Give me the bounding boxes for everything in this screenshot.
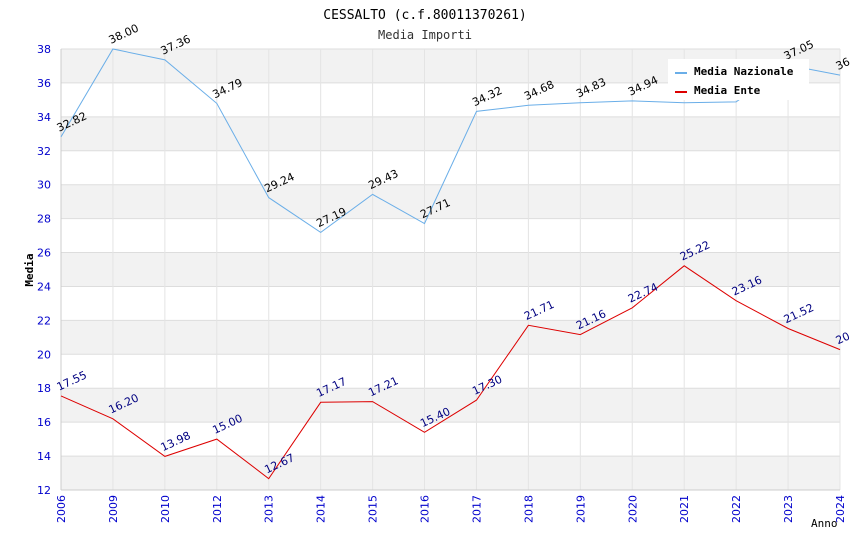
chart-subtitle: Media Importi xyxy=(378,28,472,42)
x-tick-label: 2014 xyxy=(315,495,328,523)
y-tick-label: 20 xyxy=(37,348,51,361)
y-axis-label: Media xyxy=(23,253,36,286)
legend: Media Nazionale Media Ente xyxy=(668,59,809,100)
x-axis-ticks: 2006 2009 2010 2012 2013 2014 2015 2016 2017 2018… xyxy=(55,495,847,523)
band xyxy=(61,184,840,219)
y-tick-label: 16 xyxy=(37,416,51,429)
y-tick-label: 28 xyxy=(37,213,51,226)
x-tick-label: 2006 xyxy=(55,495,68,523)
x-tick-label: 2023 xyxy=(782,495,795,523)
x-tick-label: 2019 xyxy=(574,495,587,523)
y-axis-ticks: 12 14 16 18 20 22 24 26 28 30 32 34 36 38 xyxy=(37,43,51,497)
x-tick-label: 2009 xyxy=(107,495,120,523)
legend-label-ente: Media Ente xyxy=(694,84,761,97)
y-tick-label: 22 xyxy=(37,314,51,327)
y-tick-label: 30 xyxy=(37,179,51,192)
y-tick-label: 32 xyxy=(37,145,51,158)
series-line-ente xyxy=(60,265,841,480)
x-tick-label: 2016 xyxy=(419,495,432,523)
y-tick-label: 26 xyxy=(37,247,51,260)
band xyxy=(61,286,840,321)
band xyxy=(61,218,840,253)
y-tick-label: 34 xyxy=(37,111,51,124)
x-axis-label: Anno xyxy=(811,517,838,530)
band xyxy=(61,320,840,355)
x-tick-label: 2013 xyxy=(263,495,276,523)
y-tick-label: 24 xyxy=(37,280,51,293)
gridlines xyxy=(60,48,841,491)
y-tick-label: 12 xyxy=(37,484,51,497)
series-line-nazionale xyxy=(60,48,841,234)
x-tick-label: 2015 xyxy=(367,495,380,523)
y-tick-label: 18 xyxy=(37,382,51,395)
band xyxy=(61,252,840,287)
x-tick-label: 2024 xyxy=(834,495,847,523)
x-tick-label: 2022 xyxy=(730,495,743,523)
data-label: 38.00 xyxy=(107,22,141,47)
band xyxy=(61,354,840,389)
y-tick-label: 38 xyxy=(37,43,51,56)
band xyxy=(61,116,840,151)
x-tick-label: 2018 xyxy=(522,495,535,523)
y-tick-label: 14 xyxy=(37,450,51,463)
y-tick-label: 36 xyxy=(37,77,51,90)
band xyxy=(61,456,840,490)
series-lines xyxy=(60,48,841,480)
legend-box xyxy=(668,59,809,100)
band xyxy=(61,422,840,457)
x-tick-label: 2021 xyxy=(678,495,691,523)
x-tick-label: 2017 xyxy=(470,495,483,523)
chart-title: CESSALTO (c.f.80011370261) xyxy=(323,8,527,23)
background-bands xyxy=(61,49,840,490)
legend-label-nazionale: Media Nazionale xyxy=(694,65,794,78)
x-tick-label: 2012 xyxy=(211,495,224,523)
x-tick-label: 2010 xyxy=(159,495,172,523)
x-tick-label: 2020 xyxy=(626,495,639,523)
